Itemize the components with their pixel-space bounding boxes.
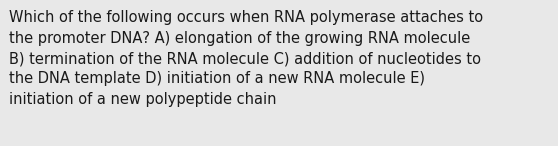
- Text: Which of the following occurs when RNA polymerase attaches to
the promoter DNA? : Which of the following occurs when RNA p…: [9, 10, 483, 107]
